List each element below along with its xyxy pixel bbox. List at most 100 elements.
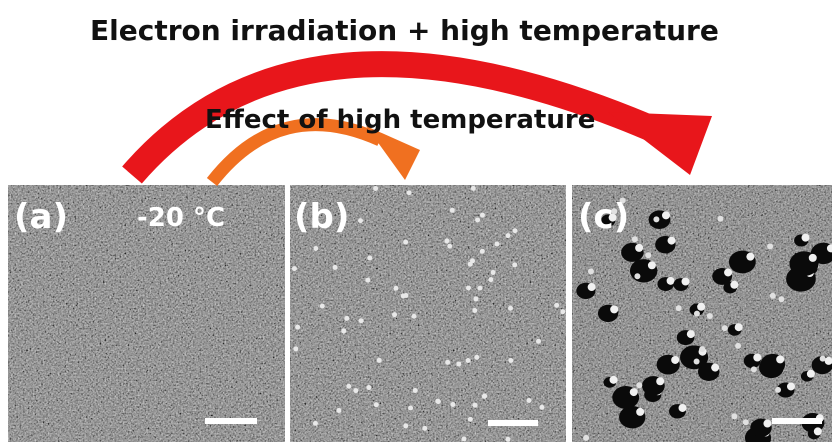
bright-spot [346, 384, 351, 389]
bright-spot [722, 325, 728, 331]
bright-spot [679, 404, 687, 412]
bright-spot [632, 236, 638, 242]
bright-spot [724, 268, 732, 276]
bright-spot [482, 394, 487, 399]
bright-spot [635, 244, 643, 252]
bright-spot [374, 402, 379, 407]
bright-spot [753, 354, 761, 362]
bright-spot [358, 218, 363, 223]
bright-spot [295, 325, 300, 330]
bright-spot [787, 382, 795, 390]
bright-spot [694, 311, 700, 317]
bright-spot [450, 208, 455, 213]
bright-spot [393, 286, 398, 291]
bright-spot [408, 405, 413, 410]
bright-spot [630, 388, 638, 396]
bright-spot [445, 360, 450, 365]
bright-spot [344, 316, 349, 321]
bright-spot [512, 262, 517, 267]
bright-spot [776, 355, 784, 363]
bright-spot [477, 286, 482, 291]
bright-spot [536, 339, 541, 344]
bright-spot [377, 358, 382, 363]
bright-spot [668, 237, 676, 245]
bright-spot [746, 253, 754, 261]
page: {"header": {"title": "Electron irradiati… [0, 0, 832, 442]
bright-spot [653, 216, 659, 222]
bright-spot [447, 244, 452, 249]
bright-spot [472, 308, 477, 313]
temperature-label: -20 °C [137, 203, 225, 233]
bright-spot [681, 278, 689, 286]
bright-spot [462, 436, 467, 441]
bright-spot [392, 312, 397, 317]
bright-spot [333, 265, 338, 270]
bright-spot [697, 303, 705, 311]
bright-spot [480, 249, 485, 254]
bright-spot [634, 273, 640, 279]
bright-spot [667, 277, 675, 285]
bright-spot [656, 377, 664, 385]
bright-spot [359, 318, 364, 323]
bright-spot [506, 437, 511, 442]
bright-spot [636, 408, 644, 416]
bright-spot [466, 285, 471, 290]
bright-spot [588, 283, 596, 291]
bright-spot [367, 255, 372, 260]
bright-spot [770, 293, 776, 299]
scale-bar [205, 418, 257, 424]
bright-spot [412, 314, 417, 319]
bright-spot [636, 382, 642, 388]
bright-spot [676, 305, 682, 311]
bright-spot [505, 233, 510, 238]
bright-spot [687, 330, 695, 338]
bright-spot [662, 211, 670, 219]
bright-spot [473, 296, 478, 301]
bright-spot [470, 258, 475, 263]
bright-spot [711, 364, 719, 372]
scale-bar [488, 420, 538, 426]
bright-spot [539, 405, 544, 410]
bright-spot [508, 306, 513, 311]
figure: (a) -20 °C (b) (c) Electron irradiation … [0, 0, 832, 442]
bright-spot [743, 419, 749, 425]
subtitle: Effect of high temperature [205, 105, 595, 135]
bright-spot [491, 270, 496, 275]
bright-spot [471, 186, 476, 191]
bright-spot [313, 246, 318, 251]
bright-spot [731, 413, 737, 419]
bright-spot [508, 358, 513, 363]
bright-spot [407, 190, 412, 195]
bright-spot [341, 328, 346, 333]
bright-spot [293, 346, 298, 351]
bright-spot [735, 323, 743, 331]
bright-spot [474, 355, 479, 360]
bright-spot [436, 399, 441, 404]
bright-spot [413, 388, 418, 393]
bright-spot [730, 281, 738, 289]
bright-spot [444, 238, 449, 243]
bright-spot [807, 370, 815, 378]
bright-spot [526, 398, 531, 403]
panel-label: (b) [294, 197, 349, 237]
bright-spot [468, 417, 473, 422]
panel-label: (a) [14, 197, 68, 237]
bright-spot [450, 402, 455, 407]
bright-spot [735, 343, 741, 349]
bright-spot [671, 356, 679, 364]
bright-spot [648, 261, 656, 269]
bright-spot [707, 313, 713, 319]
red-arrowhead [608, 112, 712, 175]
bright-spot [480, 213, 485, 218]
bright-spot [403, 423, 408, 428]
bright-spot [560, 309, 565, 314]
bright-spot [778, 296, 784, 302]
bright-spot [403, 240, 408, 245]
bright-spot [292, 266, 297, 271]
bright-spot [699, 346, 705, 352]
bright-spot [809, 254, 817, 262]
bright-spot [401, 293, 406, 298]
bright-spot [583, 435, 589, 441]
bright-spot [336, 408, 341, 413]
bright-spot [494, 242, 499, 247]
